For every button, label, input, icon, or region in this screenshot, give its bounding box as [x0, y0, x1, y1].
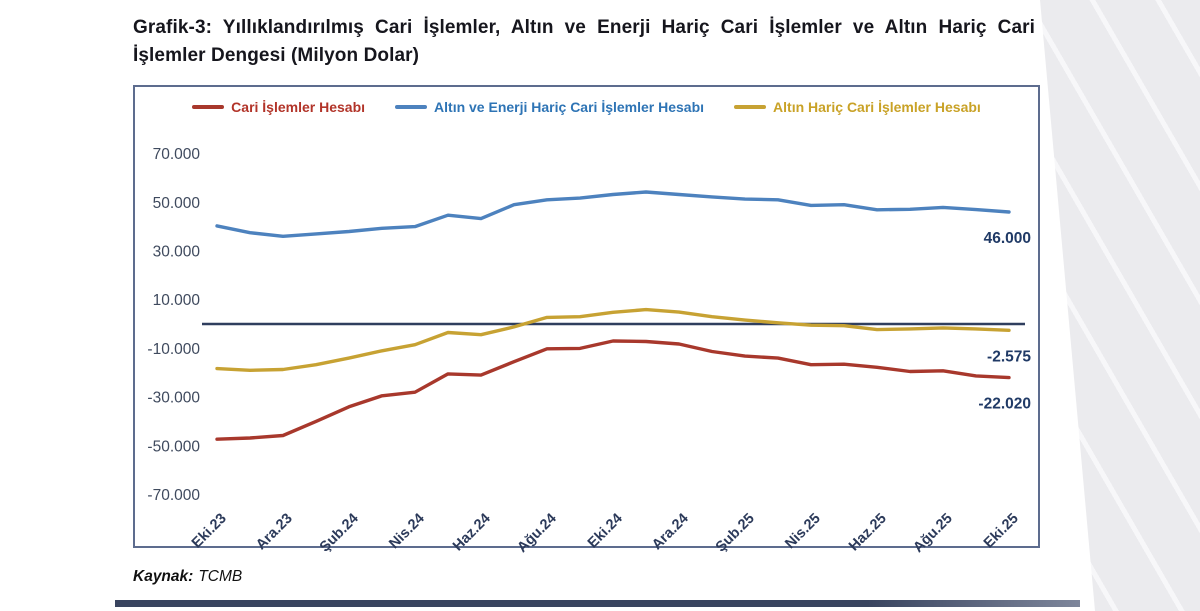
y-axis-tick-label: 10.000 — [153, 292, 201, 309]
y-axis-tick-label: -50.000 — [147, 438, 200, 455]
source-label: Kaynak: — [133, 568, 194, 585]
chart-legend: Cari İşlemler Hesabı Altın ve Enerji Hari… — [135, 99, 1038, 115]
legend-item-altin-enerji-haric: Altın ve Enerji Hariç Cari İşlemler Hesa… — [395, 99, 704, 115]
legend-label-cari-islemler: Cari İşlemler Hesabı — [231, 99, 366, 115]
y-axis-tick-label: -30.000 — [147, 390, 200, 407]
series-line-altin-enerji-haric — [215, 190, 1011, 239]
x-axis-tick-label: Eki.25 — [981, 511, 1022, 552]
x-axis-tick-label: Ara.24 — [649, 511, 692, 554]
y-axis-tick-label: 30.000 — [153, 243, 201, 260]
altin-enerji-haric-legend-swatch-icon — [395, 105, 428, 109]
cari-islemler-legend-swatch-icon — [192, 105, 225, 109]
y-axis-tick-label: 50.000 — [153, 195, 201, 212]
x-axis-tick-label: Ağu.25 — [910, 511, 955, 556]
x-axis-tick-label: Şub.24 — [317, 511, 362, 556]
bottom-divider-bar — [115, 600, 1080, 607]
legend-label-altin-enerji-haric: Altın ve Enerji Hariç Cari İşlemler Hesa… — [434, 99, 705, 115]
x-axis-tick-label: Nis.25 — [782, 511, 824, 553]
series-line-cari-islemler — [215, 339, 1011, 441]
series-line-altin-haric — [215, 307, 1011, 372]
y-axis-tick-label: -70.000 — [147, 487, 200, 504]
x-axis-tick-label: Ağu.24 — [514, 511, 559, 556]
source-value: TCMB — [198, 568, 243, 585]
x-axis-tick-label: Haz.25 — [846, 511, 890, 555]
series-end-label-altin-haric: -2.575 — [987, 348, 1031, 365]
y-axis-tick-label: -10.000 — [147, 341, 200, 358]
altin-haric-legend-swatch-icon — [734, 105, 767, 109]
chart-container: 70.000 50.000 30.000 10.000 -10.000 -30.000 -5… — [133, 85, 1040, 556]
legend-item-cari-islemler: Cari İşlemler Hesabı — [192, 99, 365, 115]
legend-item-altin-haric: Altın Hariç Cari İşlemler Hesabı — [734, 99, 981, 115]
legend-label-altin-haric: Altın Hariç Cari İşlemler Hesabı — [773, 99, 981, 115]
chart-canvas: 70.000 50.000 30.000 10.000 -10.000 -30.000 -5… — [147, 146, 1031, 556]
series-end-label-cari-islemler: -22.020 — [978, 396, 1031, 413]
series-end-label-altin-enerji-haric: 46.000 — [984, 230, 1031, 247]
x-axis-tick-label: Eki.24 — [585, 511, 626, 552]
x-axis-tick-label: Eki.23 — [189, 511, 230, 552]
x-axis-tick-label: Haz.24 — [450, 511, 494, 555]
page-title: Grafik-3: Yıllıklandırılmış Cari İşlemle… — [133, 17, 1035, 66]
x-axis-tick-label: Nis.24 — [386, 511, 428, 553]
x-axis-tick-label: Şub.25 — [713, 511, 758, 556]
y-axis-tick-label: 70.000 — [153, 146, 201, 163]
source-caption: Kaynak: TCMB — [133, 568, 242, 586]
x-axis-tick-label: Ara.23 — [253, 511, 296, 554]
